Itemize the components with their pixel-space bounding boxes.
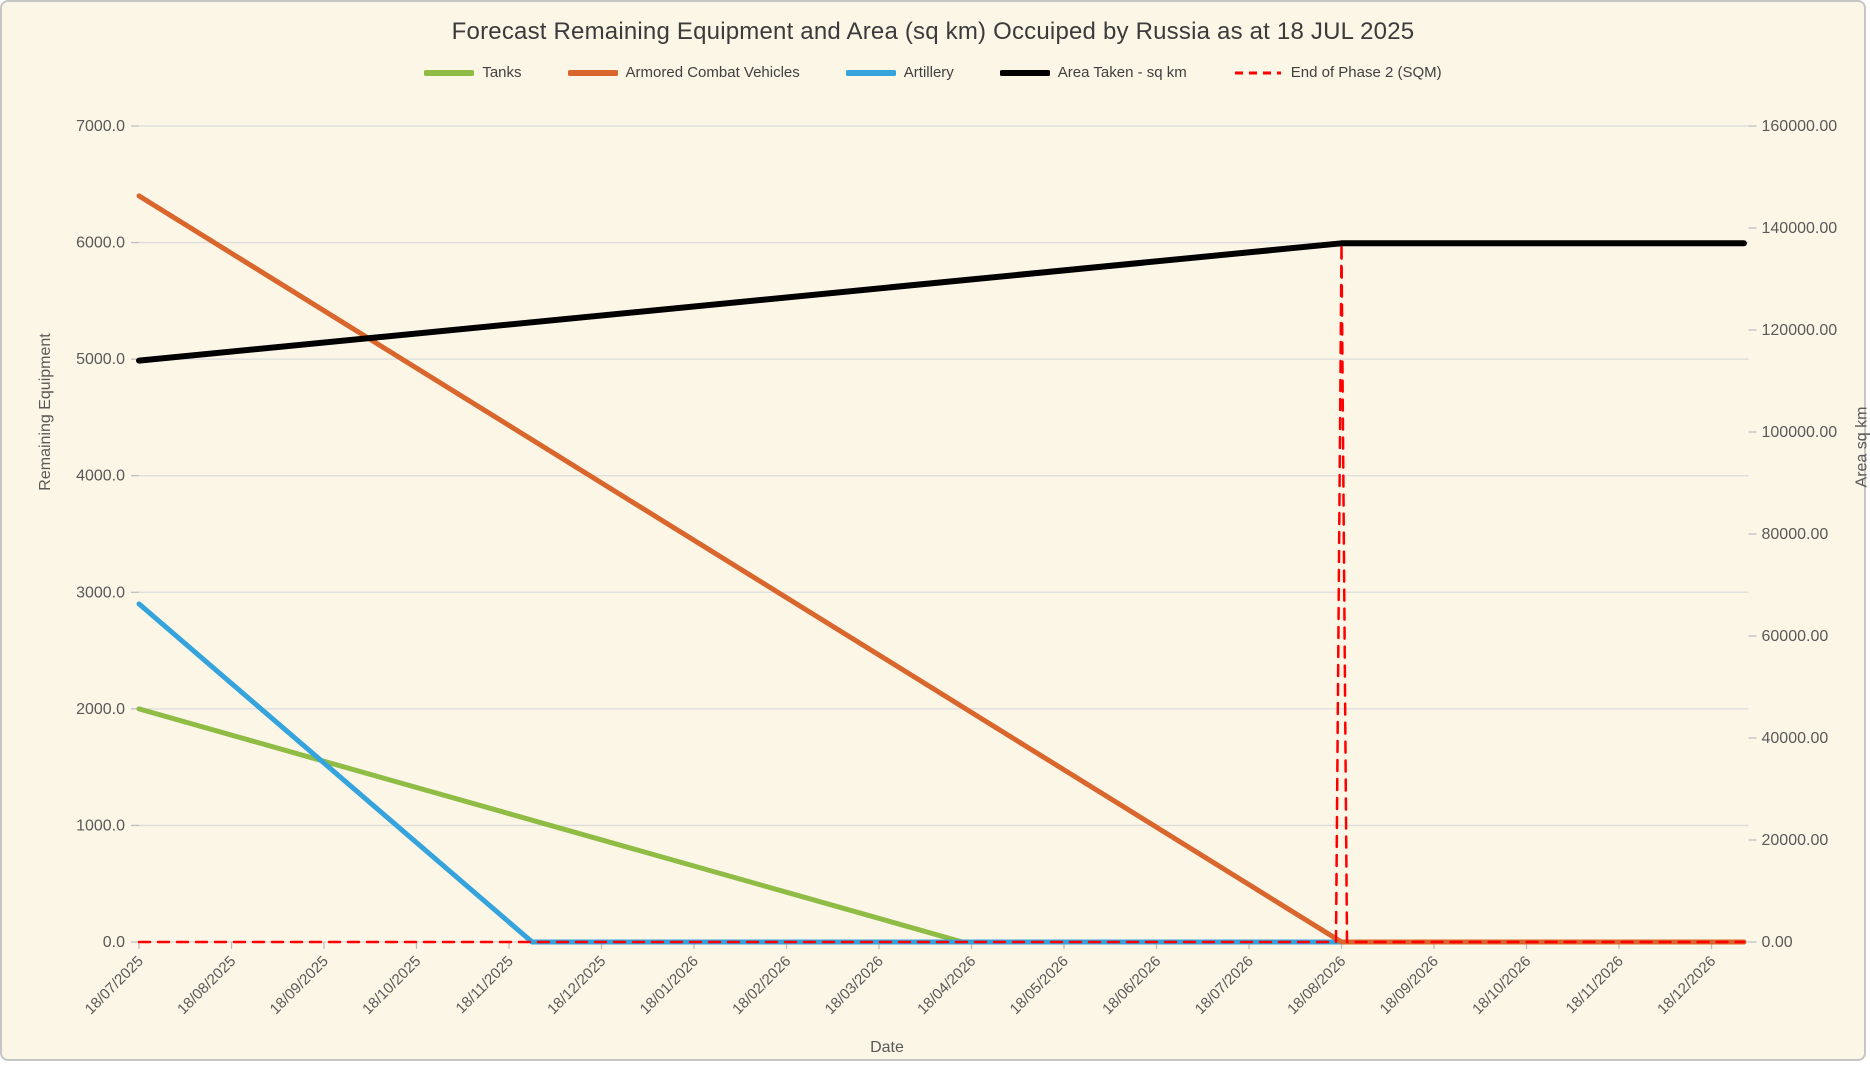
x-tick-label: 18/07/2025	[82, 953, 147, 1018]
y-left-tick-label: 5000.0	[76, 351, 125, 368]
x-tick-label: 18/12/2025	[544, 953, 609, 1018]
y-right-tick-label: 80000.00	[1762, 526, 1829, 543]
series-line-artillery	[139, 604, 1744, 942]
y-left-tick-label: 7000.0	[76, 118, 125, 135]
x-axis-title: Date	[870, 1039, 904, 1056]
x-tick-label: 18/09/2026	[1377, 953, 1442, 1018]
y-left-axis-title: Remaining Equipment	[37, 333, 54, 491]
y-left-tick-label: 1000.0	[76, 817, 125, 834]
y-left-tick-label: 3000.0	[76, 584, 125, 601]
y-right-axis-title: Area sq km	[1854, 407, 1870, 488]
y-right-tick-label: 40000.00	[1762, 730, 1829, 747]
x-tick-label: 18/01/2026	[637, 953, 702, 1018]
series-line-armored-combat-vehicles	[139, 196, 1744, 942]
x-tick-label: 18/04/2026	[914, 953, 979, 1018]
x-tick-label: 18/12/2026	[1654, 953, 1719, 1018]
y-left-tick-label: 2000.0	[76, 701, 125, 718]
y-right-tick-label: 100000.00	[1762, 424, 1838, 441]
x-tick-label: 18/11/2026	[1563, 953, 1627, 1017]
y-right-tick-label: 160000.00	[1762, 118, 1838, 135]
y-right-tick-label: 0.00	[1762, 934, 1793, 951]
x-tick-label: 18/08/2025	[174, 953, 239, 1018]
x-tick-label: 18/05/2026	[1007, 953, 1072, 1018]
y-right-tick-label: 120000.00	[1762, 322, 1838, 339]
y-left-tick-label: 0.0	[103, 934, 125, 951]
y-left-tick-label: 6000.0	[76, 235, 125, 252]
x-tick-label: 18/08/2026	[1284, 953, 1349, 1018]
y-left-tick-label: 4000.0	[76, 468, 125, 485]
y-right-tick-label: 140000.00	[1762, 220, 1838, 237]
x-tick-label: 18/02/2026	[729, 953, 794, 1018]
x-tick-label: 18/10/2025	[359, 953, 424, 1018]
x-tick-label: 18/10/2026	[1469, 953, 1534, 1018]
y-right-tick-label: 20000.00	[1762, 832, 1829, 849]
x-tick-label: 18/07/2026	[1192, 953, 1257, 1018]
x-tick-label: 18/03/2026	[822, 953, 887, 1018]
x-tick-label: 18/06/2026	[1099, 953, 1164, 1018]
x-tick-label: 18/09/2025	[267, 953, 332, 1018]
y-right-tick-label: 60000.00	[1762, 628, 1829, 645]
x-tick-label: 18/11/2025	[453, 953, 517, 1017]
